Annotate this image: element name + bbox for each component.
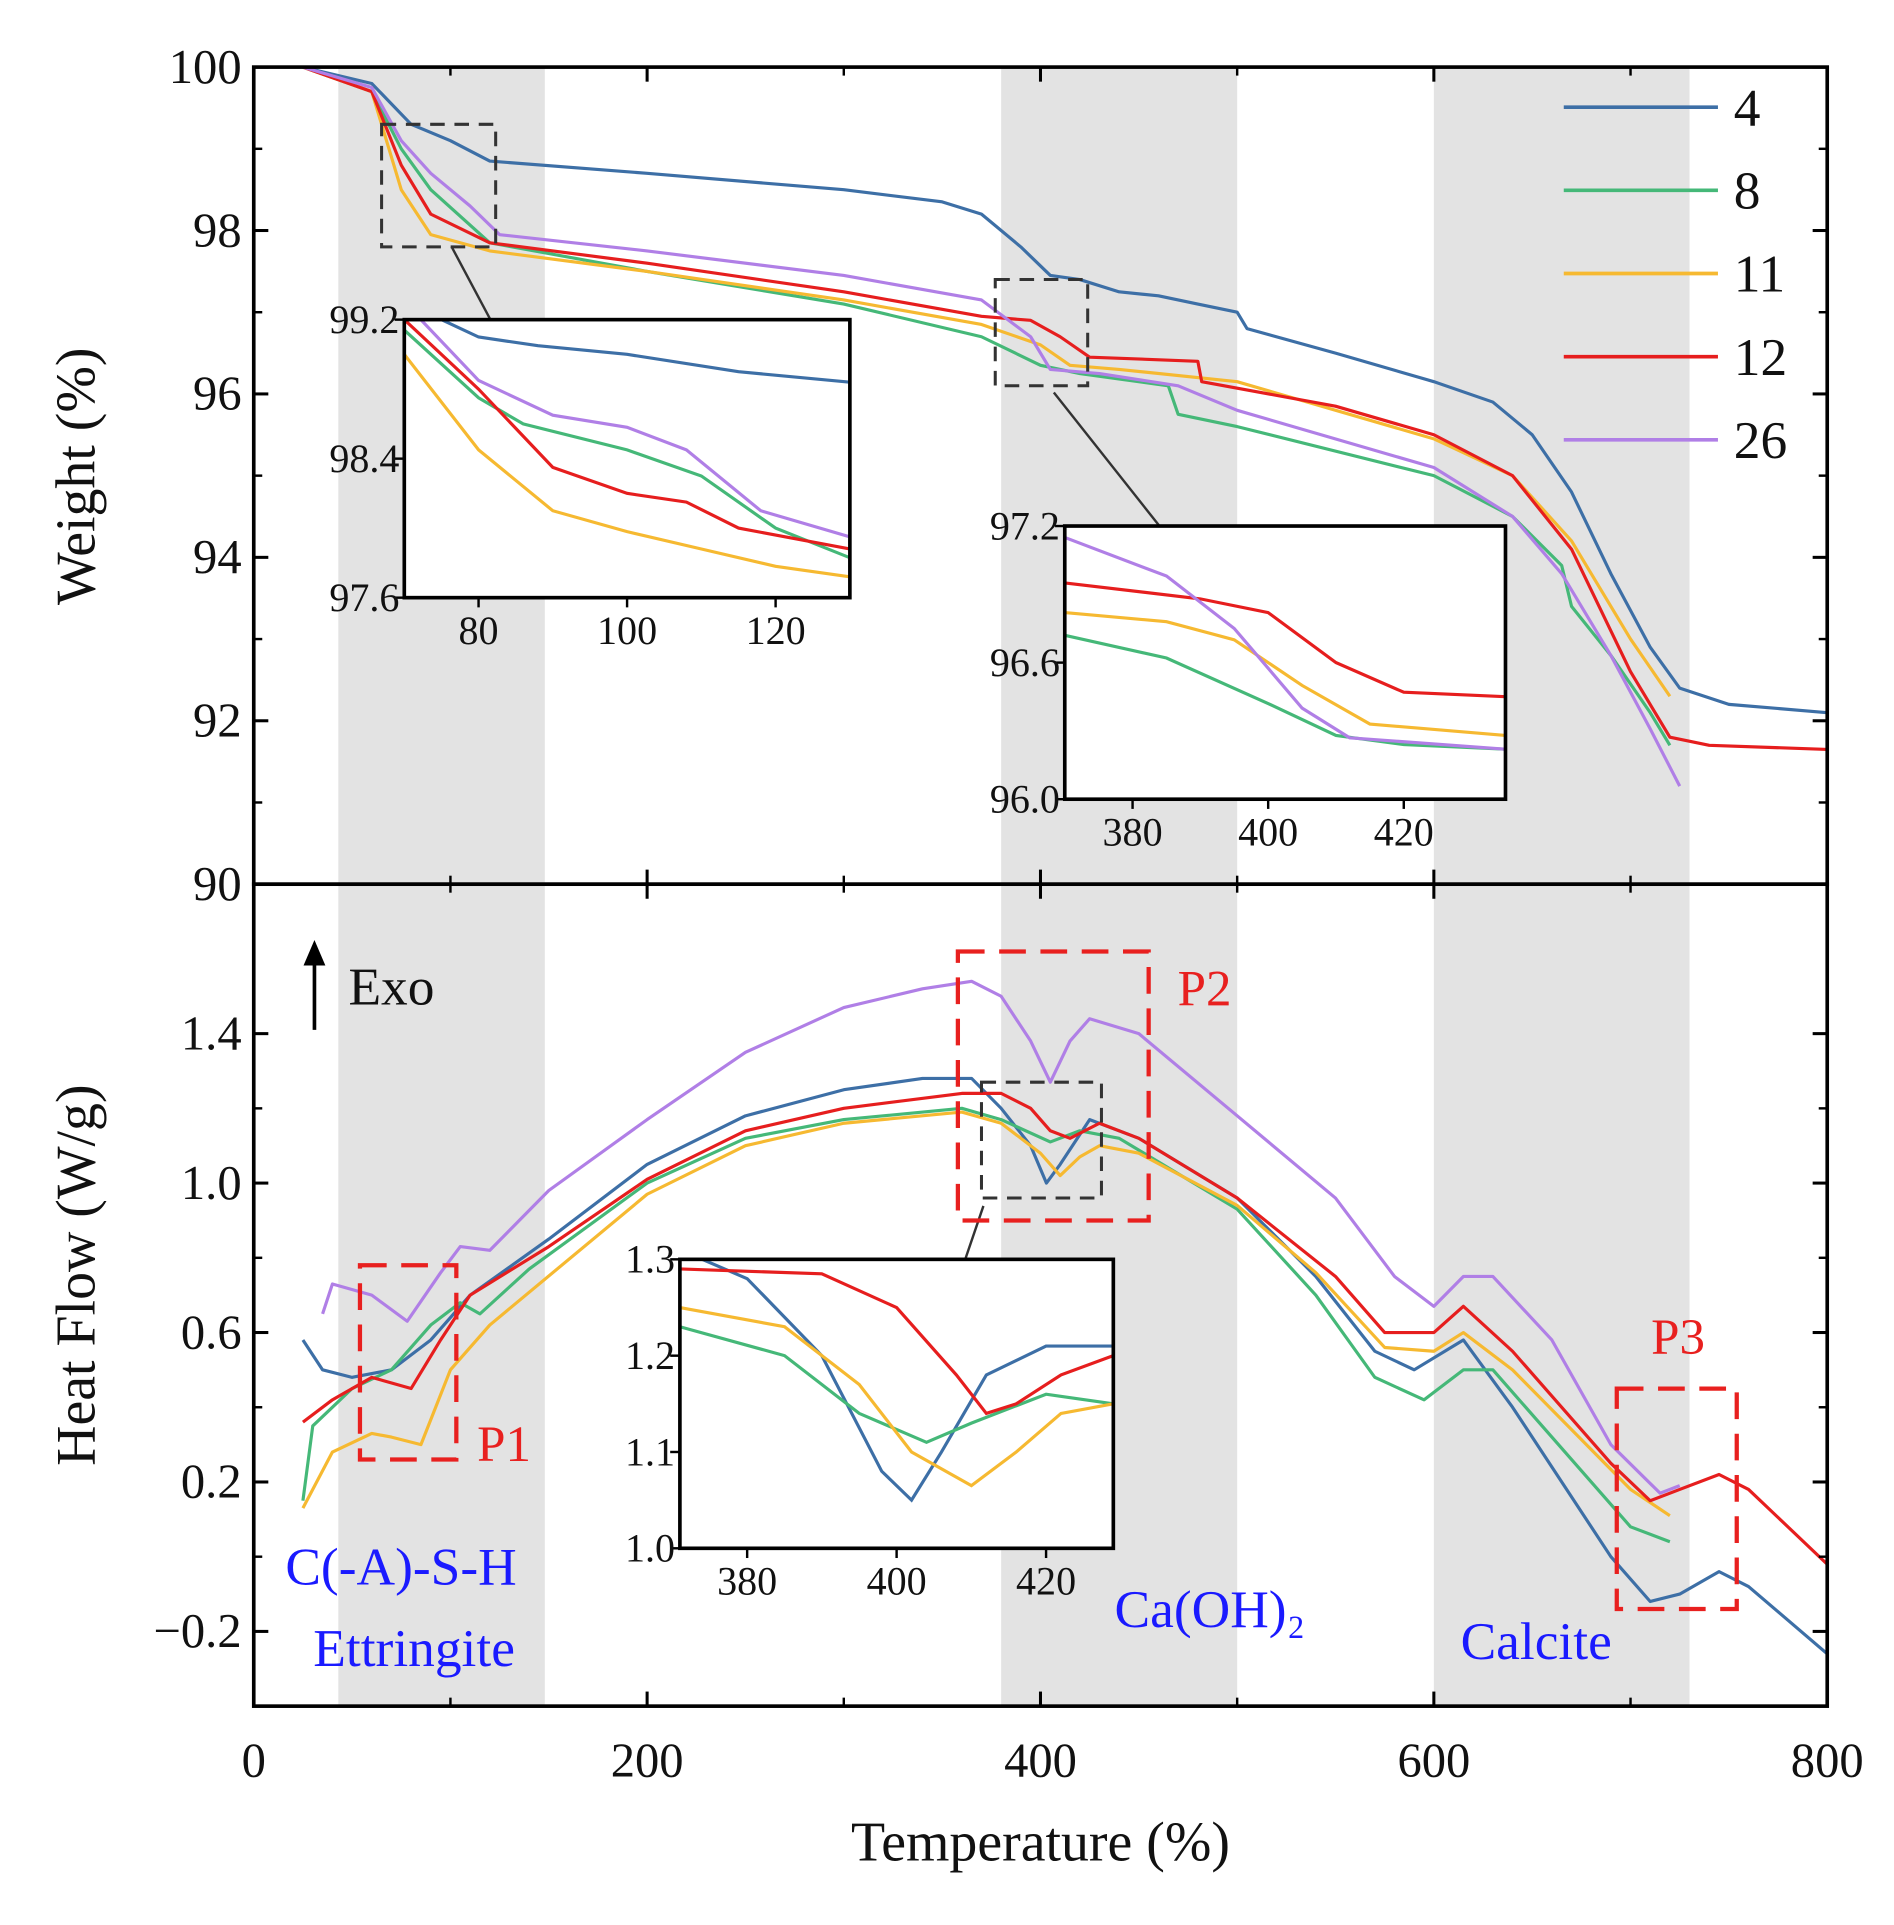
series-line-weight-11: [302, 65, 1672, 698]
region-label-caoh2: Ca(OH)₂: [1115, 1579, 1306, 1639]
y-axis-label-weight: Weight (%): [46, 348, 108, 606]
zoom-box-inset-weight-low: [380, 122, 498, 249]
inset-background: [679, 1259, 1114, 1549]
inset-x-tick-label: 80: [459, 608, 499, 653]
inset-series-line-11: [679, 1305, 1114, 1488]
y-tick-label-weight: 98: [193, 203, 242, 257]
legend-label-4: 4: [1734, 77, 1761, 137]
peak-box-p2: [955, 949, 1151, 1223]
series-line-heat-flow-12: [301, 1091, 1829, 1566]
inset-series-line-4: [698, 1259, 1114, 1503]
y-tick-label-heat-flow: 0.2: [181, 1455, 242, 1509]
legend-label-12: 12: [1734, 327, 1787, 387]
inset-series-line-11: [404, 353, 850, 579]
region-label-ettringite: Ettringite: [313, 1618, 515, 1678]
series-line-weight-4: [302, 65, 1828, 715]
legend-label-8: 8: [1734, 161, 1761, 221]
legend-label-26: 26: [1734, 410, 1787, 470]
series-line-heat-flow-26: [321, 979, 1681, 1495]
legend-label-11: 11: [1734, 244, 1785, 304]
peak-label-p1: P1: [477, 1417, 531, 1473]
x-tick-label: 600: [1397, 1734, 1470, 1788]
inset-series-line-12: [679, 1267, 1114, 1416]
series-line-weight-26: [302, 65, 1682, 787]
y-tick-label-heat-flow: 1.0: [181, 1156, 242, 1210]
region-label-calcite: Calcite: [1461, 1611, 1612, 1671]
inset-series-line-11: [1064, 611, 1506, 738]
peak-label-p3: P3: [1651, 1310, 1705, 1366]
inset-y-tick-label: 1.3: [625, 1237, 675, 1282]
region-label-csh: C(-A)-S-H: [285, 1537, 516, 1597]
series-line-heat-flow-11: [301, 1110, 1671, 1517]
inset-x-tick-label: 400: [867, 1558, 927, 1603]
y-tick-label-weight: 90: [193, 857, 242, 911]
inset-series-line-4: [437, 319, 850, 384]
inset-weight-mid: 380 400 420 96.0 96.6 97.2: [990, 503, 1508, 854]
inset-y-tick-label: 99.2: [329, 297, 399, 342]
axes: 90 92 94 96 98 100 −0.2 0.2 0.6 1.0 1.4 0 200 400 600 8…: [154, 40, 1864, 1788]
y-tick-label-weight: 100: [169, 40, 242, 94]
x-axis-label: Temperature (%): [851, 1811, 1230, 1873]
inset-x-tick-label: 100: [597, 608, 657, 653]
x-tick-label: 400: [1004, 1734, 1077, 1788]
plot-area: 80 100 120 97.6 98.4 99.2 380 400 420 96.0 96.6 97.…: [301, 65, 1829, 1656]
connector-line-inset-weight-mid: [1052, 391, 1161, 527]
y-tick-label-heat-flow: −0.2: [154, 1604, 242, 1658]
inset-y-tick-label: 1.0: [625, 1526, 675, 1571]
x-tick-label: 200: [611, 1734, 684, 1788]
inset-series-line-26: [418, 319, 850, 539]
inset-y-tick-label: 1.1: [625, 1429, 675, 1474]
inset-x-tick-label: 380: [1103, 809, 1163, 854]
inset-series-line-12: [404, 319, 850, 551]
inset-y-tick-label: 98.4: [329, 436, 399, 481]
y-tick-label-weight: 94: [193, 530, 242, 584]
inset-background: [1064, 526, 1506, 800]
series-line-heat-flow-8: [301, 1106, 1671, 1544]
panel-frame-heat-flow: [251, 882, 1830, 1708]
inset-weight-low: 80 100 120 97.6 98.4 99.2: [329, 297, 852, 653]
x-tick-label: 800: [1791, 1734, 1864, 1788]
inset-series-line-8: [1064, 633, 1506, 751]
inset-x-tick-label: 420: [1374, 809, 1434, 854]
exo-label: Exo: [348, 956, 434, 1016]
x-tick-label: 0: [242, 1734, 266, 1788]
y-tick-label-weight: 96: [193, 367, 242, 421]
y-tick-label-weight: 92: [193, 694, 242, 748]
exo-arrow-icon: [303, 940, 326, 1030]
series-line-weight-8: [302, 65, 1672, 747]
peak-box-p3: [1614, 1386, 1739, 1612]
inset-series-line-12: [1064, 581, 1506, 699]
inset-y-tick-label: 1.2: [625, 1333, 675, 1378]
connector-line-inset-heat-flow: [964, 1205, 985, 1260]
connector-line-inset-weight-low: [450, 246, 493, 323]
inset-series-line-26: [1064, 535, 1506, 751]
inset-heat-flow: 380 400 420 1.0 1.1 1.2 1.3: [625, 1237, 1116, 1603]
y-axis-label-heat-flow: Heat Flow (W/g): [46, 1084, 108, 1465]
peak-box-p1: [357, 1263, 459, 1462]
y-tick-label-heat-flow: 1.4: [181, 1006, 242, 1060]
inset-background: [404, 319, 850, 598]
zoom-box-inset-heat-flow: [979, 1080, 1103, 1200]
inset-y-tick-label: 96.0: [990, 777, 1060, 822]
inset-series-line-8: [404, 328, 850, 560]
inset-y-tick-label: 96.6: [990, 640, 1060, 685]
inset-y-tick-label: 97.2: [990, 503, 1060, 548]
series-line-weight-12: [302, 65, 1828, 752]
peak-label-p2: P2: [1178, 962, 1232, 1018]
inset-y-tick-label: 97.6: [329, 575, 399, 620]
inset-series-line-8: [679, 1325, 1114, 1445]
inset-x-tick-label: 120: [746, 608, 806, 653]
inset-x-tick-label: 380: [717, 1558, 777, 1603]
inset-x-tick-label: 420: [1016, 1558, 1076, 1603]
shaded-region-2: [1433, 67, 1690, 1707]
legend: 4 8 11 12 26: [1563, 77, 1787, 470]
y-tick-label-heat-flow: 0.6: [181, 1305, 242, 1359]
panel-weight: [302, 65, 1828, 787]
inset-x-tick-label: 400: [1238, 809, 1298, 854]
zoom-box-inset-weight-mid: [993, 278, 1090, 388]
